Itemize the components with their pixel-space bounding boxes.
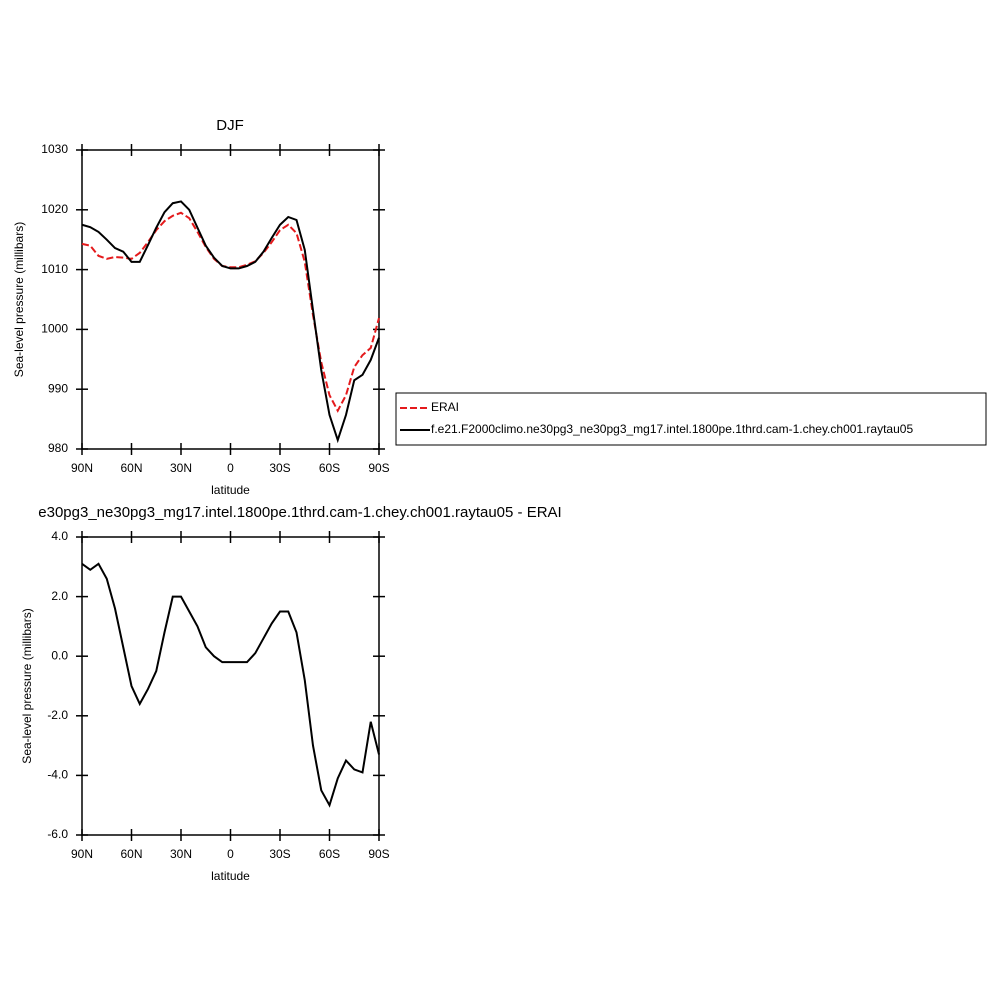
y-tick-label: 1000: [41, 322, 68, 336]
x-tick-label: 30N: [170, 847, 192, 861]
y-tick-label: 1030: [41, 142, 68, 156]
x-tick-label: 60S: [319, 847, 340, 861]
y-tick-label: 1020: [41, 202, 68, 216]
x-axis-label: latitude: [211, 869, 250, 883]
x-tick-label: 0: [227, 847, 234, 861]
x-tick-label: 60N: [120, 461, 142, 475]
y-tick-label: 4.0: [51, 529, 68, 543]
y-tick-label: 1010: [41, 262, 68, 276]
chart-title: DJF: [216, 117, 244, 134]
data-line: [81, 200, 380, 444]
legend-box: [395, 392, 987, 446]
plot-frame: [81, 149, 380, 450]
y-tick-label: -2.0: [47, 708, 68, 722]
plot-frame: [81, 536, 380, 836]
y-axis-label: Sea-level pressure (millibars): [12, 222, 26, 377]
y-tick-label: -4.0: [47, 768, 68, 782]
y-axis-label: Sea-level pressure (millibars): [20, 608, 34, 763]
y-tick-label: 2.0: [51, 589, 68, 603]
x-tick-label: 90N: [71, 461, 93, 475]
x-tick-label: 30S: [269, 847, 290, 861]
x-axis-label: latitude: [211, 483, 250, 497]
data-line: [81, 211, 380, 413]
x-tick-label: 0: [227, 461, 234, 475]
y-tick-label: 0.0: [51, 648, 68, 662]
x-tick-label: 30N: [170, 461, 192, 475]
y-tick-label: -6.0: [47, 827, 68, 841]
y-tick-label: 980: [48, 441, 68, 455]
legend-label: f.e21.F2000climo.ne30pg3_ne30pg3_mg17.in…: [431, 422, 913, 436]
x-tick-label: 60N: [120, 847, 142, 861]
x-tick-label: 90N: [71, 847, 93, 861]
legend-label: ERAI: [431, 400, 459, 414]
x-tick-label: 90S: [368, 461, 389, 475]
y-tick-label: 990: [48, 381, 68, 395]
x-tick-label: 90S: [368, 847, 389, 861]
x-tick-label: 60S: [319, 461, 340, 475]
x-tick-label: 30S: [269, 461, 290, 475]
data-line: [81, 562, 380, 808]
chart-title: e30pg3_ne30pg3_mg17.intel.1800pe.1thrd.c…: [38, 504, 561, 521]
